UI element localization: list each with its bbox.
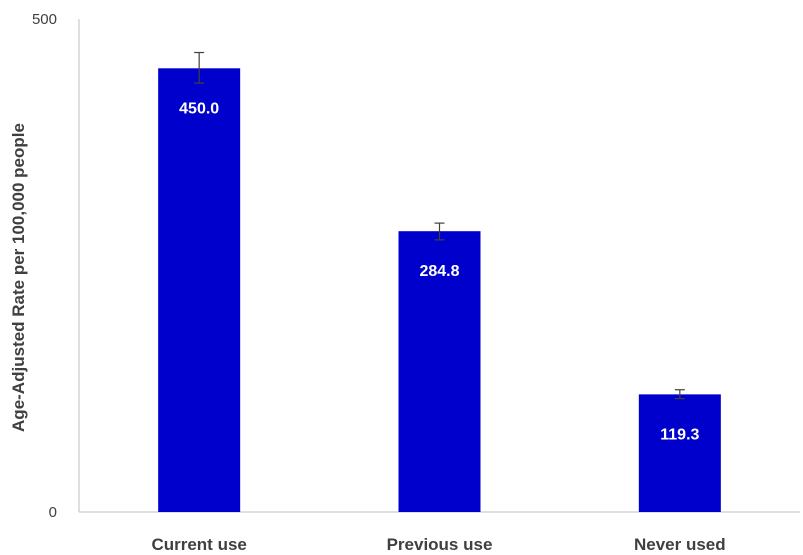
- data-label: 284.8: [419, 263, 459, 280]
- y-axis-title: Age-Adjusted Rate per 100,000 people: [9, 123, 28, 432]
- bar-never-used: [638, 394, 721, 512]
- x-tick-label: Current use: [151, 535, 246, 554]
- y-tick-label: 0: [49, 504, 57, 521]
- bar-current-use: [158, 68, 241, 513]
- data-label: 119.3: [660, 426, 699, 443]
- x-tick-label: Never used: [634, 535, 726, 554]
- bar-previous-use: [398, 231, 481, 512]
- x-tick-label: Previous use: [387, 535, 493, 554]
- data-label: 450.0: [179, 100, 219, 117]
- y-tick-label: 500: [32, 11, 57, 28]
